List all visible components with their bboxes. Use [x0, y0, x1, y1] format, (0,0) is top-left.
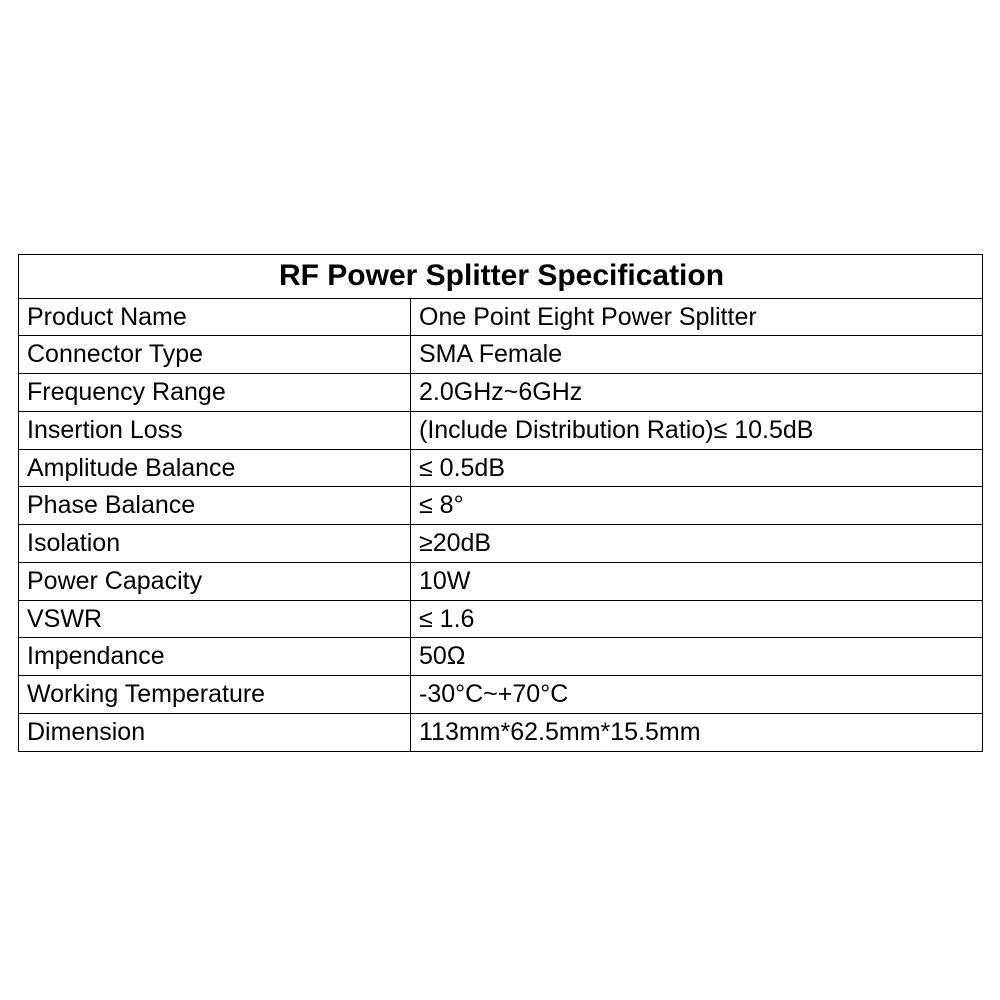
spec-label: VSWR	[19, 600, 411, 638]
table-row: Connector Type SMA Female	[19, 336, 983, 374]
table-row: Frequency Range 2.0GHz~6GHz	[19, 374, 983, 412]
spec-label: Impendance	[19, 638, 411, 676]
spec-value: ≤ 1.6	[411, 600, 983, 638]
spec-label: Power Capacity	[19, 562, 411, 600]
spec-label: Insertion Loss	[19, 411, 411, 449]
table-row: VSWR ≤ 1.6	[19, 600, 983, 638]
spec-value: ≤ 0.5dB	[411, 449, 983, 487]
table-row: Product Name One Point Eight Power Split…	[19, 298, 983, 336]
table-title: RF Power Splitter Specification	[19, 255, 983, 299]
spec-label: Product Name	[19, 298, 411, 336]
spec-label: Isolation	[19, 525, 411, 563]
table-row: Phase Balance ≤ 8°	[19, 487, 983, 525]
spec-value: ≥20dB	[411, 525, 983, 563]
spec-label: Amplitude Balance	[19, 449, 411, 487]
spec-label: Frequency Range	[19, 374, 411, 412]
table-title-row: RF Power Splitter Specification	[19, 255, 983, 299]
table-row: Power Capacity 10W	[19, 562, 983, 600]
spec-label: Connector Type	[19, 336, 411, 374]
table-row: Insertion Loss (Include Distribution Rat…	[19, 411, 983, 449]
table-row: Working Temperature -30°C~+70°C	[19, 676, 983, 714]
table-row: Dimension 113mm*62.5mm*15.5mm	[19, 713, 983, 751]
table-row: Impendance 50Ω	[19, 638, 983, 676]
spec-value: 50Ω	[411, 638, 983, 676]
spec-value: 2.0GHz~6GHz	[411, 374, 983, 412]
spec-label: Phase Balance	[19, 487, 411, 525]
spec-value: ≤ 8°	[411, 487, 983, 525]
specification-table: RF Power Splitter Specification Product …	[18, 254, 983, 752]
spec-value: SMA Female	[411, 336, 983, 374]
spec-value: 113mm*62.5mm*15.5mm	[411, 713, 983, 751]
table-row: Isolation ≥20dB	[19, 525, 983, 563]
spec-value: 10W	[411, 562, 983, 600]
page: RF Power Splitter Specification Product …	[0, 0, 1000, 1000]
spec-label: Dimension	[19, 713, 411, 751]
spec-value: (Include Distribution Ratio)≤ 10.5dB	[411, 411, 983, 449]
spec-value: One Point Eight Power Splitter	[411, 298, 983, 336]
spec-label: Working Temperature	[19, 676, 411, 714]
spec-value: -30°C~+70°C	[411, 676, 983, 714]
table-row: Amplitude Balance ≤ 0.5dB	[19, 449, 983, 487]
